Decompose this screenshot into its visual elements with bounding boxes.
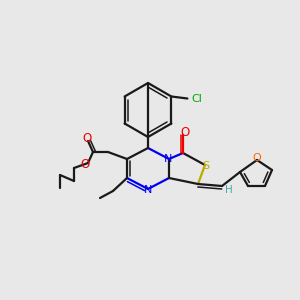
Text: N: N: [144, 185, 152, 195]
Text: S: S: [202, 161, 210, 171]
Text: O: O: [82, 131, 91, 145]
Text: H: H: [225, 185, 233, 195]
Text: N: N: [164, 154, 172, 164]
Text: O: O: [253, 153, 261, 163]
Text: O: O: [180, 127, 190, 140]
Text: Cl: Cl: [191, 94, 202, 103]
Text: O: O: [80, 158, 90, 170]
